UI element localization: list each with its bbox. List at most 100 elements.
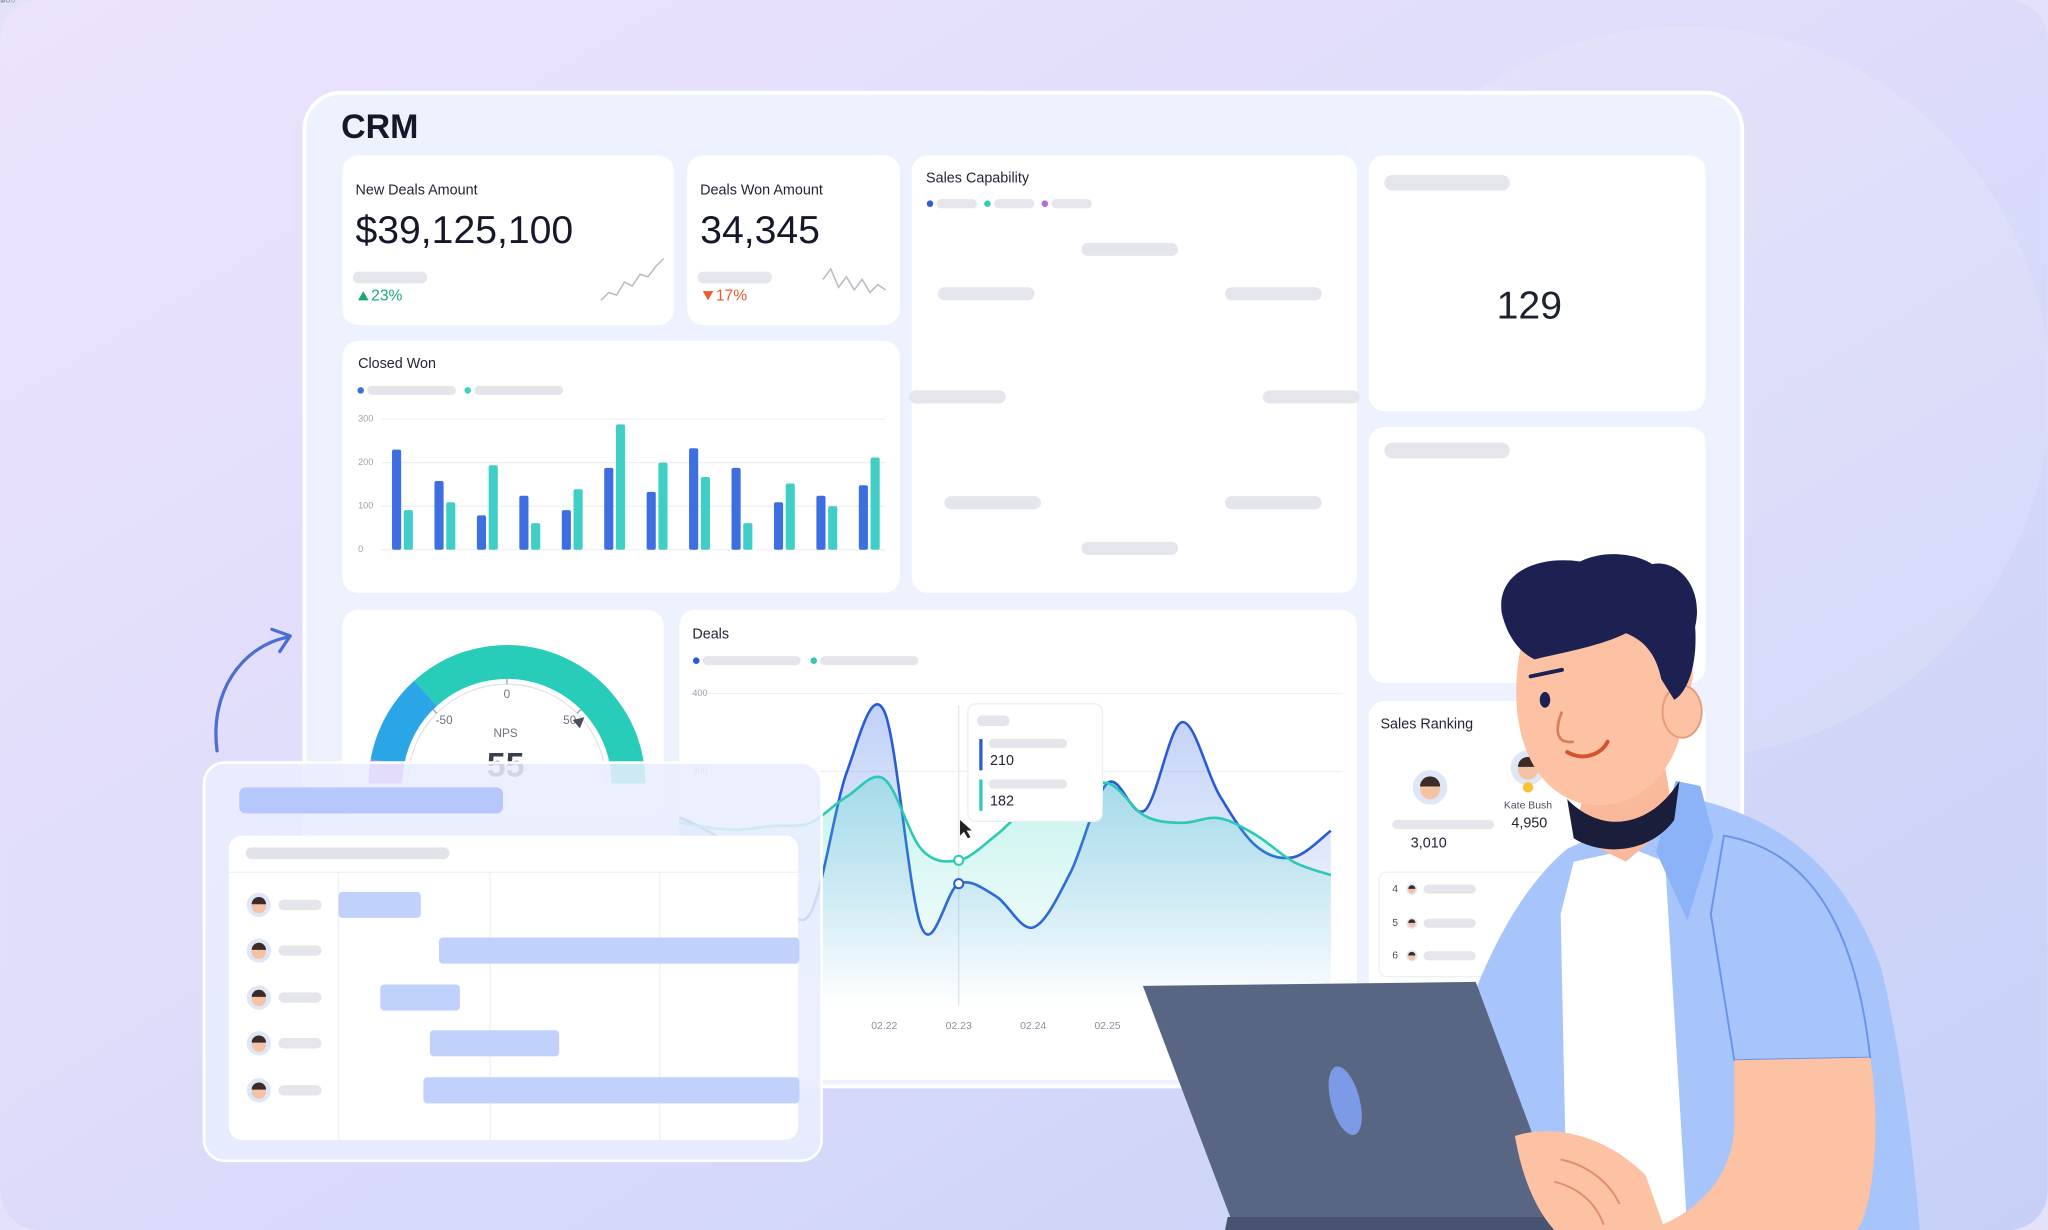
gauge-band: [414, 645, 646, 784]
placeholder-bar: [909, 390, 1006, 404]
sparkline: [600, 257, 665, 301]
app-title: CRM: [341, 108, 418, 146]
gantt-bar: [423, 1077, 800, 1104]
bar: [604, 467, 614, 550]
radar-tick-label: 0: [0, 0, 5, 4]
laptop-base: [1225, 1216, 1654, 1230]
placeholder-bar: [367, 385, 457, 395]
legend-dot: [984, 200, 991, 207]
bar: [403, 510, 413, 550]
avatar-hair: [251, 989, 267, 997]
radar-tick-label: 100: [0, 0, 15, 4]
rank-number: 4: [1392, 884, 1398, 895]
card: [911, 155, 1357, 593]
gauge-marker: [572, 717, 585, 729]
line-plot: [679, 702, 1332, 1006]
chart-title: Deals: [692, 626, 729, 642]
placeholder-bar: [1225, 496, 1322, 510]
placeholder-bar: [1262, 390, 1360, 404]
kpi-value: $39,125,100: [355, 209, 573, 252]
gauge-tick: [576, 709, 582, 714]
bar: [446, 502, 456, 550]
placeholder-bar: [993, 199, 1035, 209]
y-tick-label: 100: [358, 501, 373, 511]
placeholder-bar: [988, 739, 1068, 749]
up-arrow: [358, 291, 369, 301]
kpi-value: 34,345: [700, 209, 820, 252]
bar: [646, 491, 656, 550]
avatar-hair: [251, 1035, 267, 1043]
y-tick-label: 400: [692, 688, 707, 698]
collar-inner: [1567, 780, 1680, 850]
bar: [476, 515, 487, 550]
placeholder-bar: [937, 287, 1035, 301]
bar: [700, 477, 710, 550]
ranking-name: Kate Bush: [1504, 800, 1552, 811]
chart-title: Sales Capability: [926, 171, 1030, 187]
card: [1368, 155, 1706, 412]
kpi-change: 23%: [371, 288, 402, 305]
bar: [573, 489, 583, 550]
bar: [743, 523, 753, 550]
placeholder-bar: [278, 899, 322, 911]
placeholder-bar: [1384, 442, 1510, 459]
cursor: [960, 820, 972, 839]
avatar-hair: [1408, 885, 1416, 889]
ranking-score: 3,010: [1411, 835, 1447, 851]
gantt-bar: [380, 984, 460, 1011]
bar: [488, 465, 498, 550]
placeholder-bar: [278, 1038, 322, 1049]
gantt-bar: [338, 891, 421, 918]
bar: [561, 510, 571, 550]
arrow: [214, 635, 290, 753]
placeholder-bar: [1081, 541, 1179, 555]
placeholder-bar: [1225, 287, 1322, 301]
legend-dot: [810, 657, 818, 664]
gauge-tick-label: -50: [436, 714, 453, 727]
bar: [731, 467, 741, 550]
radar-tick-label: 50: [0, 0, 10, 4]
radar-tick-label: 75: [0, 0, 10, 4]
avatar-hair: [251, 897, 267, 905]
kpi-label: New Deals Amount: [355, 182, 477, 198]
person-layer: [1142, 554, 1920, 1230]
bar: [689, 448, 699, 550]
gantt-bar: [429, 1030, 560, 1057]
panel-title: Sales Ranking: [1380, 716, 1473, 732]
line-area: [679, 777, 1331, 1006]
medal: [1522, 782, 1534, 793]
legend-dot: [692, 657, 700, 664]
placeholder-bar: [1423, 884, 1476, 894]
placeholder-bar: [245, 847, 450, 860]
y-tick-label: 200: [358, 457, 373, 467]
legend-dot: [464, 387, 472, 394]
placeholder-bar: [1392, 820, 1495, 830]
y-tick-label: 0: [358, 544, 363, 554]
placeholder-bar: [1423, 918, 1476, 928]
placeholder-bar: [944, 496, 1041, 510]
hair: [1501, 554, 1698, 700]
bar: [615, 424, 626, 550]
x-tick-label: 02.23: [946, 1021, 972, 1032]
placeholder-bar: [278, 945, 322, 956]
laptop-logo: [1328, 1066, 1362, 1135]
bar: [816, 495, 826, 550]
fingers: [1553, 1158, 1621, 1226]
avatar-hair: [1408, 919, 1416, 923]
bar: [785, 483, 795, 550]
placeholder-bar: [474, 385, 564, 395]
hover-point: [953, 854, 965, 866]
x-tick-label: 02.24: [1020, 1021, 1046, 1032]
tooltip-value: 210: [990, 753, 1014, 769]
placeholder-bar: [278, 992, 322, 1003]
placeholder-bar: [1423, 951, 1476, 961]
tooltip-value: 182: [990, 794, 1014, 810]
ear: [1661, 684, 1703, 739]
gauge-tick: [432, 709, 438, 714]
eye: [1539, 692, 1551, 708]
hover-point: [953, 878, 965, 890]
gauge-title: NPS: [494, 727, 518, 740]
kpi-label: Deals Won Amount: [700, 182, 823, 198]
rank-number: 5: [1392, 918, 1398, 929]
